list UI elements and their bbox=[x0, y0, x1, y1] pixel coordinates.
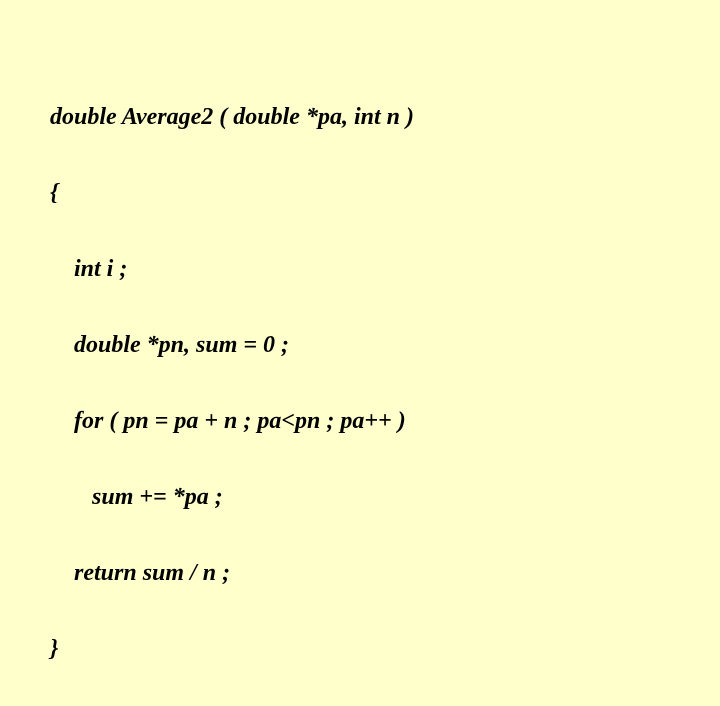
code-line: for ( pn = pa + n ; pa<pn ; pa++ ) bbox=[50, 402, 414, 440]
code-line: double *pn, sum = 0 ; bbox=[50, 326, 414, 364]
code-block: double Average2 ( double *pa, int n ) { … bbox=[50, 60, 414, 706]
code-line: } bbox=[50, 630, 414, 668]
code-line: return sum / n ; bbox=[50, 554, 414, 592]
code-line: { bbox=[50, 174, 414, 212]
code-line: int i ; bbox=[50, 250, 414, 288]
code-line: double Average2 ( double *pa, int n ) bbox=[50, 98, 414, 136]
code-line: sum += *pa ; bbox=[50, 478, 414, 516]
